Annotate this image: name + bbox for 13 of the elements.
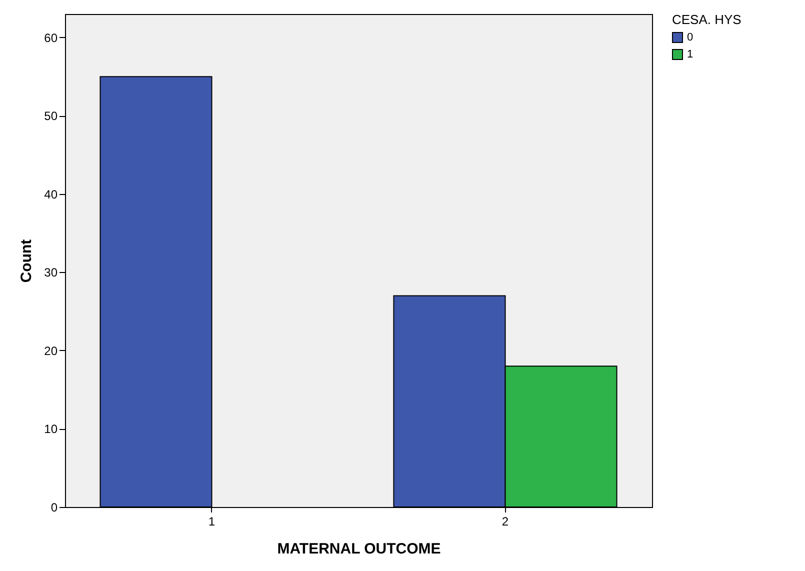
y-axis-title: Count [18,239,36,283]
y-tick-label: 50 [44,109,58,124]
legend-title: CESA. HYS [672,12,742,27]
y-tick-label: 30 [44,266,58,280]
y-tick-label: 60 [44,30,58,45]
y-tick-label: 40 [44,187,58,202]
legend-label: 0 [687,32,694,44]
y-tick-label: 10 [44,422,58,436]
x-axis-title: MATERNAL OUTCOME [277,540,441,558]
x-tick-label: 2 [502,514,509,528]
y-tick-label: 0 [50,500,58,514]
y-tick-label: 20 [44,344,58,358]
legend-label: 1 [687,48,694,60]
